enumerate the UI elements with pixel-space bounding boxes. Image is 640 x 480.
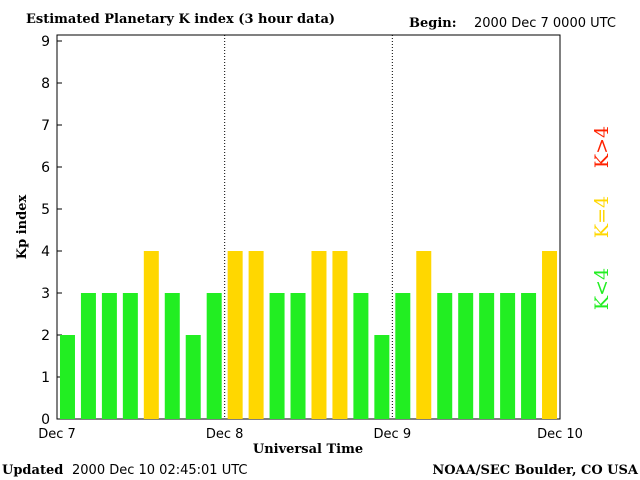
kp-bar [353, 293, 369, 419]
y-tick-label: 6 [41, 160, 50, 176]
x-axis-label: Universal Time [253, 442, 363, 457]
credit-text: NOAA/SEC Boulder, CO USA [432, 463, 639, 478]
kp-bar [185, 335, 201, 419]
kp-bar [206, 293, 222, 419]
plot-frame [56, 34, 561, 420]
kp-bar [458, 293, 474, 419]
legend-item: K<4 [591, 268, 613, 310]
kp-bar [269, 293, 285, 419]
y-axis-label: Kp index [15, 195, 30, 260]
y-tick-label: 0 [41, 412, 50, 428]
kp-bar [500, 293, 516, 419]
updated-label: Updated [2, 463, 63, 478]
x-tick-label: Dec 10 [537, 427, 583, 442]
kp-bar [479, 293, 495, 419]
x-axis: Dec 7 Dec 8 Dec 9 Dec 10 [38, 427, 583, 442]
y-tick-label: 5 [41, 202, 50, 218]
kp-bar [143, 251, 159, 419]
kp-bar [227, 251, 243, 419]
begin-label: Begin: [409, 16, 457, 31]
kp-bar [311, 251, 327, 419]
kp-bar [332, 251, 348, 419]
kp-bar [437, 293, 453, 419]
kp-bar [521, 293, 537, 419]
begin-value: 2000 Dec 7 0000 UTC [474, 16, 616, 31]
kp-bar [59, 335, 75, 419]
y-tick-label: 9 [41, 34, 50, 50]
y-tick-label: 1 [41, 370, 50, 386]
kp-bar [395, 293, 411, 419]
y-axis: 0 1 2 3 4 5 6 7 8 9 [41, 34, 62, 428]
day-separators [224, 35, 393, 419]
kp-bar [374, 335, 390, 419]
legend-item: K=4 [591, 196, 613, 238]
y-tick-label: 7 [41, 118, 50, 134]
legend: K<4 K=4 K>4 [591, 126, 613, 310]
kp-bar [80, 293, 96, 419]
y-tick-label: 8 [41, 76, 50, 92]
legend-item: K>4 [591, 126, 613, 168]
kp-bar [101, 293, 117, 419]
kp-bar [122, 293, 138, 419]
x-tick-label: Dec 8 [206, 427, 244, 442]
chart-title: Estimated Planetary K index (3 hour data… [26, 12, 335, 27]
y-tick-label: 4 [41, 244, 50, 260]
y-tick-label: 2 [41, 328, 50, 344]
x-tick-label: Dec 7 [38, 427, 76, 442]
kp-bar [248, 251, 264, 419]
kp-bar [164, 293, 180, 419]
kp-bar [290, 293, 306, 419]
updated-value: 2000 Dec 10 02:45:01 UTC [72, 463, 247, 478]
kp-bar [416, 251, 432, 419]
kp-bar [542, 251, 558, 419]
y-tick-label: 3 [41, 286, 50, 302]
bars [59, 251, 558, 419]
x-tick-label: Dec 9 [374, 427, 412, 442]
